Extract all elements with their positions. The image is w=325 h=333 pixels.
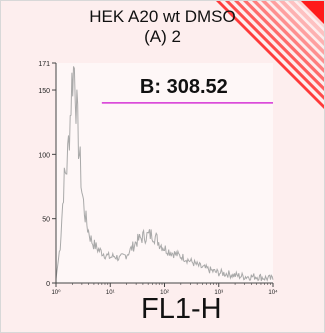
corner-stripe <box>252 1 324 73</box>
y-tick-label: 150 <box>38 88 50 95</box>
corner-stripe <box>243 1 324 82</box>
x-axis-label: FL1-H <box>141 293 222 325</box>
gate-label: B: 308.52 <box>140 76 228 98</box>
x-tick-label: 10³ <box>214 290 223 296</box>
plot-area <box>56 63 273 283</box>
chart-title-line-2: (A) 2 <box>144 27 181 46</box>
chart-title-line-1: HEK A20 wt DMSO <box>89 7 236 26</box>
corner-stripe <box>216 1 324 109</box>
corner-stripe <box>225 1 324 100</box>
y-tick-label: 100 <box>38 152 50 159</box>
corner-stripe <box>261 1 324 64</box>
corner-stripe <box>288 1 324 37</box>
corner-stripe <box>297 1 324 28</box>
x-tick-label: 10² <box>160 290 169 296</box>
corner-stripe <box>234 1 324 91</box>
histogram-trace <box>55 66 274 282</box>
corner-stripe-solid <box>301 1 324 24</box>
corner-stripe <box>279 1 324 46</box>
x-tick-label: 10⁰ <box>51 289 61 296</box>
corner-stripe <box>270 1 324 55</box>
y-tick-label: 0 <box>46 281 50 288</box>
chart-title: HEK A20 wt DMSO (A) 2 <box>1 7 324 47</box>
x-tick-label: 10¹ <box>106 290 115 296</box>
y-tick-label: 50 <box>42 217 50 224</box>
x-tick-label: 10⁴ <box>268 289 278 296</box>
y-tick-label: 171 <box>38 61 50 68</box>
